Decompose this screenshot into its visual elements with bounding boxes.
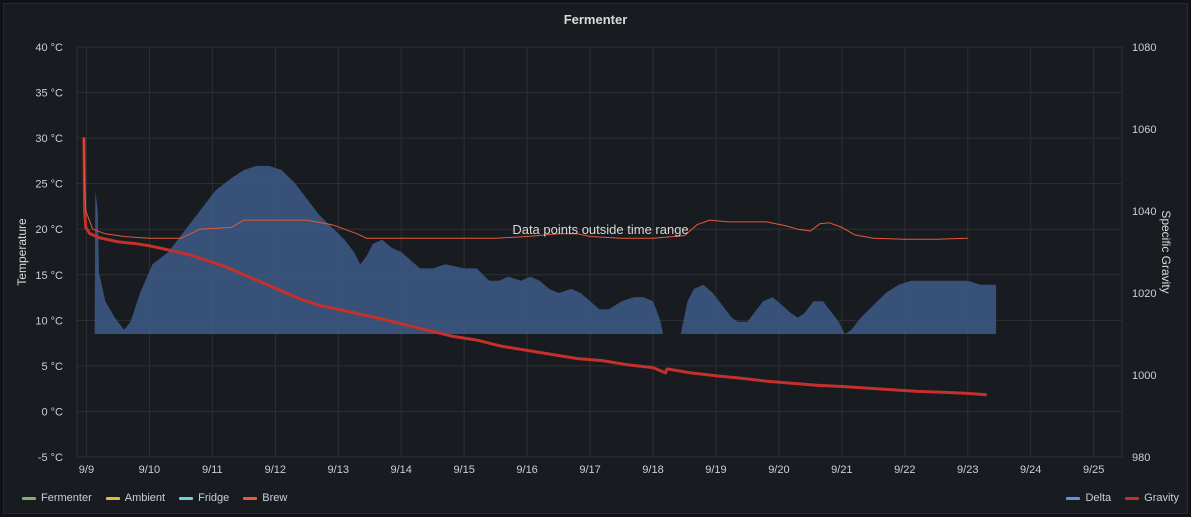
legend-swatch [105,496,120,500]
legend-label: Gravity [1144,492,1179,504]
legend-item-fermenter[interactable]: Fermenter [22,492,92,504]
series-brew-line [83,138,968,240]
legend-item-brew[interactable]: Brew [243,492,287,504]
legend-label: Ambient [124,492,166,504]
right-axis-tick: 1080 [1132,42,1156,54]
legend-swatch [179,496,194,500]
x-axis-tick: 9/25 [1083,464,1104,476]
legend-left: Fermenter Ambient Fridge Brew [22,492,287,504]
legend-item-delta[interactable]: Delta [1066,492,1111,504]
x-axis-tick: 9/18 [642,464,663,476]
x-axis-tick: 9/15 [453,464,474,476]
legend-label: Brew [262,492,288,504]
legend-label: Fermenter [41,492,92,504]
x-axis-tick: 9/12 [265,464,286,476]
x-axis-tick: 9/21 [831,464,852,476]
right-axis-tick: 1060 [1132,124,1156,136]
x-axis-tick: 9/16 [516,464,537,476]
legend-label: Fridge [198,492,230,504]
series-delta-area-2 [680,280,997,334]
legend-swatch [22,496,36,500]
legend-swatch [1066,496,1081,500]
x-axis-tick: 9/9 [79,464,94,476]
legend-swatch [243,496,258,500]
right-axis-tick: 1020 [1132,288,1156,300]
left-axis-tick: 40 °C [35,42,63,54]
legend-label: Delta [1085,492,1112,504]
left-axis-tick: 15 °C [35,270,63,282]
left-axis-tick: 20 °C [35,224,63,236]
legend-item-gravity[interactable]: Gravity [1125,492,1179,504]
chart-panel: Fermenter 40 °C 35 °C 30 °C 25 °C 20 °C 15 °C… [3,3,1188,514]
right-axis-tick: 1040 [1132,206,1156,218]
legend-swatch [1125,496,1140,500]
x-axis-tick: 9/20 [768,464,789,476]
x-axis-tick: 9/19 [705,464,726,476]
right-axis-tick: 1000 [1132,370,1156,382]
x-axis-tick: 9/23 [957,464,978,476]
x-axis-tick: 9/13 [328,464,349,476]
x-axis-tick: 9/11 [202,464,223,476]
x-axis-tick: 9/14 [390,464,411,476]
series-delta-area-1 [94,165,664,334]
legend-item-ambient[interactable]: Ambient [105,492,166,504]
left-axis-tick: 5 °C [41,361,63,373]
left-axis-tick: 0 °C [41,406,63,418]
right-axis-label: Specific Gravity [1159,210,1173,293]
chart-svg: 40 °C 35 °C 30 °C 25 °C 20 °C 15 °C 10 °C 5 °C 0… [15,42,1173,476]
left-axis-tick: 10 °C [35,315,63,327]
left-axis-tick: 25 °C [35,179,63,191]
legend-right: Delta Gravity [1066,492,1179,504]
left-axis-label: Temperature [15,218,29,286]
right-axis-tick: 980 [1132,452,1150,464]
out-of-range-annotation: Data points outside time range [512,222,688,237]
left-axis-tick: 30 °C [35,133,63,145]
x-axis-tick: 9/10 [139,464,160,476]
x-axis-tick: 9/22 [894,464,915,476]
x-axis-tick: 9/17 [579,464,600,476]
left-axis-tick: -5 °C [38,452,63,464]
chart-title: Fermenter [563,12,628,27]
x-axis-tick: 9/24 [1020,464,1041,476]
series-gravity-line [82,137,987,397]
legend-item-fridge[interactable]: Fridge [179,492,229,504]
left-axis-tick: 35 °C [35,88,63,100]
